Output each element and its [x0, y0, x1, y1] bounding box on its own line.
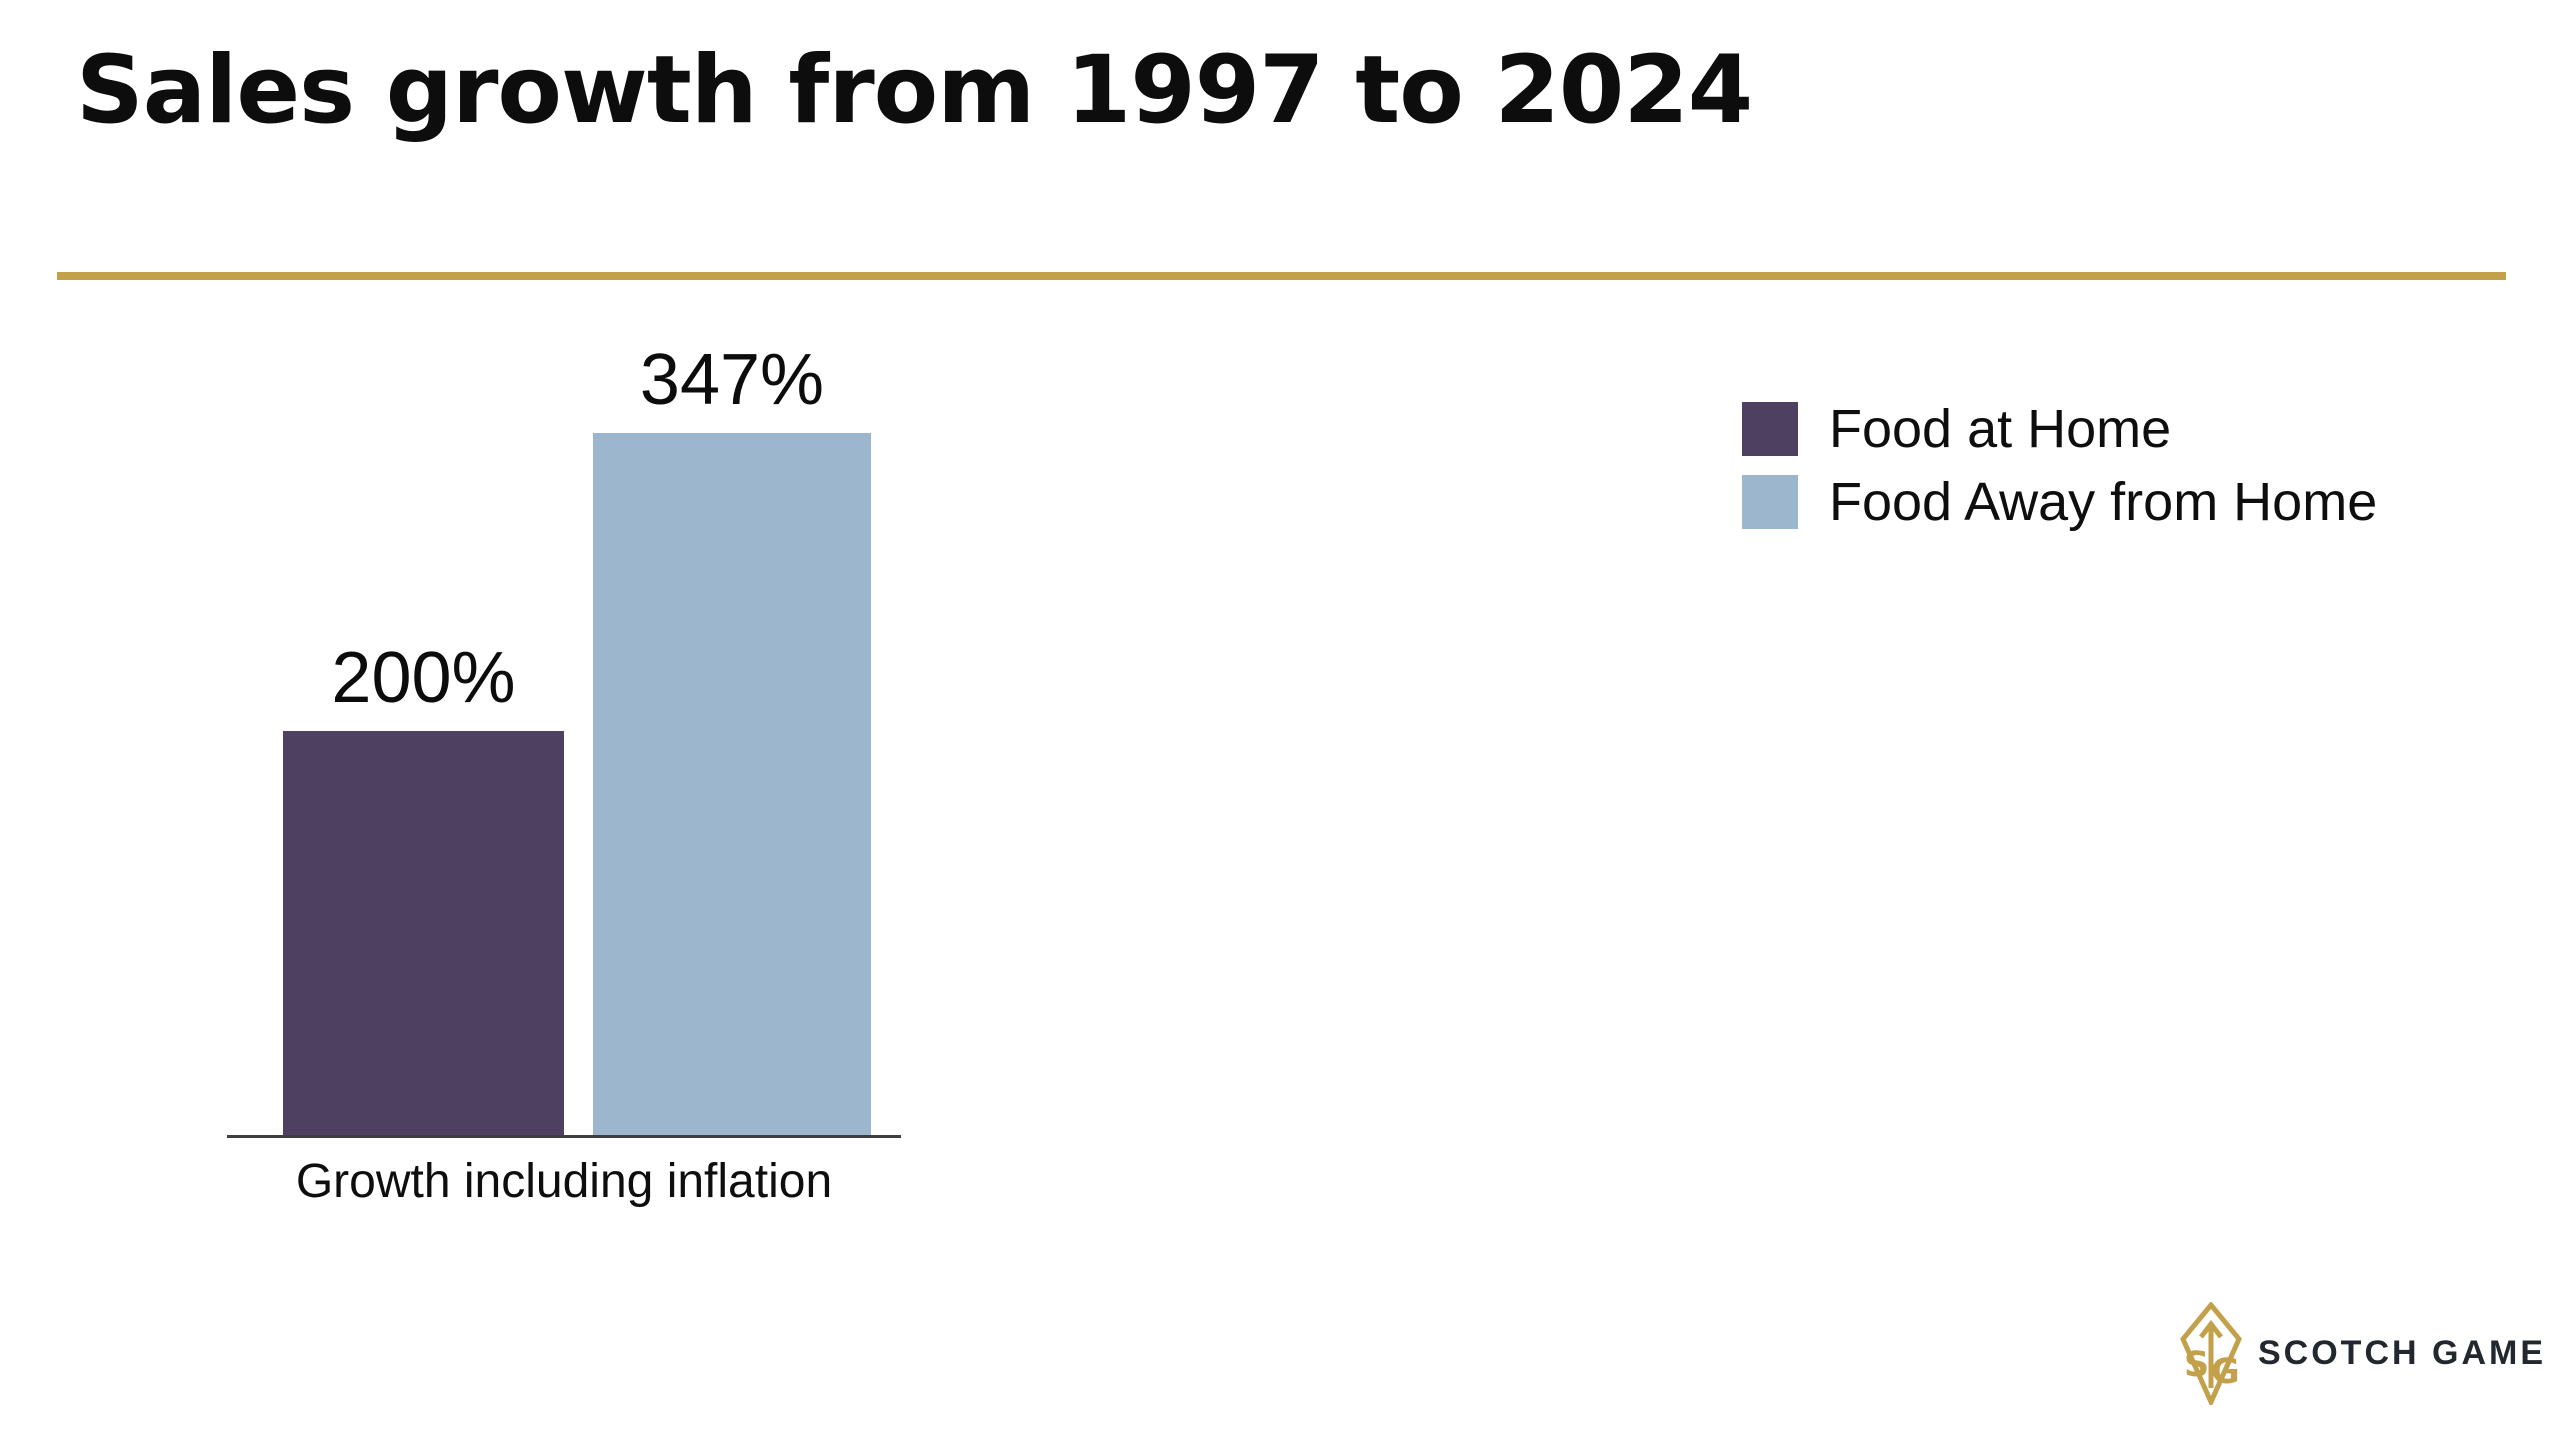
- legend-item-food-at-home: Food at Home: [1742, 402, 2377, 456]
- legend-swatch-food-at-home: [1742, 402, 1798, 456]
- bar-group-food-at-home: 200%: [283, 642, 564, 1137]
- svg-text:S: S: [2184, 1345, 2209, 1385]
- legend-swatch-food-away-from-home: [1742, 475, 1798, 529]
- leaf-monogram-icon: S G: [2180, 1302, 2242, 1405]
- legend-label-food-at-home: Food at Home: [1829, 399, 2172, 459]
- bar-value-label-food-at-home: 200%: [331, 638, 516, 718]
- bar-value-label-food-away-from-home: 347%: [639, 340, 825, 420]
- legend: Food at Home Food Away from Home: [1742, 402, 2377, 529]
- bar-food-at-home: [283, 731, 564, 1137]
- x-axis-label: Growth including inflation: [295, 1155, 833, 1208]
- legend-label-food-away-from-home: Food Away from Home: [1829, 472, 2378, 532]
- svg-text:G: G: [2211, 1352, 2240, 1392]
- bar-food-away-from-home: [593, 433, 871, 1137]
- gold-divider: [57, 272, 2506, 280]
- brand-name: SCOTCH GAME: [2258, 1334, 2546, 1372]
- page-title: Sales growth from 1997 to 2024: [76, 36, 1753, 145]
- brand-logo: S G SCOTCH GAME: [2176, 1301, 2546, 1406]
- legend-item-food-away-from-home: Food Away from Home: [1742, 475, 2377, 529]
- bar-group-food-away-from-home: 347%: [593, 344, 871, 1137]
- x-axis-line: [227, 1135, 901, 1138]
